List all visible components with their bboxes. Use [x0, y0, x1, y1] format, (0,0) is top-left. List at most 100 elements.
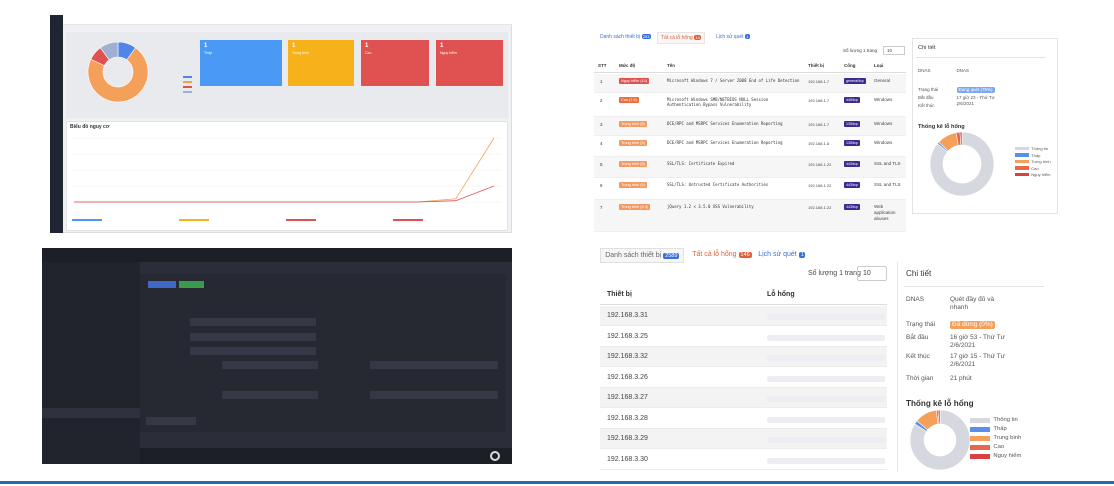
column-header: STT	[598, 63, 607, 68]
detail-value: Quét đầy đủ và nhanh	[950, 296, 995, 311]
device-ip: 192.168.1.7	[808, 79, 830, 84]
column-header: Mức độ	[619, 63, 636, 68]
dark-input	[190, 347, 316, 355]
vuln-name: Microsoft Windows 7 / Server 2008 End of…	[667, 78, 800, 83]
tab[interactable]: Tất cả lỗ hổng 14	[657, 32, 706, 44]
vuln-name: jQuery 1.2 < 3.5.0 XSS Vulnerability	[667, 204, 754, 209]
legend-label: Thông tin	[1031, 146, 1049, 151]
legend-swatch	[1015, 159, 1029, 164]
device-ip: 192.168.3.25	[607, 332, 648, 340]
device-ip: 192.168.3.29	[607, 435, 648, 442]
legend-swatch	[1015, 153, 1029, 157]
legend-label: Cao	[993, 444, 1005, 450]
dark-select	[370, 391, 498, 399]
table-row	[600, 367, 887, 388]
severity-badge: Trung bình (5)	[619, 140, 647, 146]
tab-label[interactable]: Lịch sử quét	[758, 250, 797, 258]
tab[interactable]: Tất cả lỗ hổng 146	[688, 248, 756, 261]
port-badge: 135/tcp	[844, 121, 860, 127]
page-size-select[interactable]: 10	[857, 266, 887, 281]
device-detail-box	[897, 262, 1059, 472]
tab-label[interactable]: Tất cả lỗ hổng	[661, 35, 693, 41]
stats-title: Thống kê lỗ hổng	[918, 124, 965, 130]
detail-value: DNAS	[956, 68, 970, 73]
row-index: 1	[600, 79, 603, 84]
detail-label: DNAS	[906, 296, 925, 303]
vuln-type: Windows	[874, 140, 893, 145]
tab-badge: 253	[641, 34, 651, 39]
tab-label[interactable]: Danh sách thiết bị	[605, 251, 662, 259]
legend-swatch	[1015, 172, 1029, 177]
port-badge: 443/tcp	[844, 204, 860, 210]
vuln-type: Web application abuses	[874, 204, 896, 221]
card-legend-line	[393, 219, 423, 221]
legend-label: Trung bình	[1031, 159, 1051, 164]
vuln-placeholder	[767, 375, 885, 382]
legend-label: Nguy hiểm	[1031, 172, 1051, 177]
legend-swatch	[1015, 166, 1029, 170]
detail-label: Kết thúc	[906, 353, 930, 360]
detail-title: Chi tiết	[906, 269, 932, 278]
table-row	[594, 178, 906, 200]
column-header: Thiết bị	[607, 291, 632, 298]
column-header: Thiết bị	[808, 63, 824, 68]
detail-value: Đang quét (75%)	[956, 87, 995, 93]
legend-swatch	[970, 418, 990, 424]
table-row	[594, 74, 906, 93]
chart-title: Biểu đồ nguy cơ	[70, 124, 110, 130]
dark-select	[222, 391, 318, 399]
dark-footer	[140, 448, 512, 464]
device-ip: 192.168.3.31	[607, 312, 648, 319]
tab[interactable]: Lịch sử quét 1	[754, 248, 810, 261]
dark-header	[42, 248, 512, 262]
page-size-select[interactable]: 10	[883, 46, 905, 55]
row-index: 2	[600, 98, 603, 103]
dark-button	[148, 281, 176, 288]
table-row	[600, 449, 887, 470]
vuln-name: Microsoft Windows SMB/NETBIOS NULL Sessi…	[667, 97, 769, 107]
table-row	[594, 157, 906, 178]
legend-swatch	[970, 436, 990, 442]
detail-label: Bắt đầu	[918, 95, 934, 100]
detail-value: 16 giờ 53 - Thứ Tư 2/6/2021	[950, 334, 1005, 349]
header-rule	[594, 72, 906, 73]
tab[interactable]: Danh sách thiết bị 253	[597, 32, 654, 42]
legend-swatch	[970, 427, 990, 433]
dark-sidebar	[42, 262, 140, 464]
vuln-type: Windows	[874, 97, 893, 102]
vuln-name: SSL/TLS: Untrusted Certificate Authoriti…	[667, 182, 769, 187]
detail-title: Chi tiết	[918, 45, 936, 51]
dark-select	[370, 361, 498, 369]
dark-sidebar-active	[42, 408, 140, 418]
legend-label: Thấp	[993, 426, 1007, 432]
vuln-name: DCE/RPC and MSRPC Services Enumeration R…	[667, 140, 783, 145]
tab[interactable]: Lịch sử quét 1	[713, 32, 753, 42]
severity-badge: Trung bình (5)	[619, 161, 647, 167]
detail-value: -	[956, 103, 959, 108]
port-badge: general/tcp	[844, 78, 866, 84]
detail-value: 17 giờ 15 - Thứ Tư 2/6/2021	[950, 353, 1005, 368]
tab-label[interactable]: Danh sách thiết bị	[600, 34, 641, 40]
legend-swatch	[970, 454, 990, 460]
tab-badge: 1	[745, 34, 750, 39]
card-count: 1	[440, 43, 444, 49]
tab-badge: 14	[694, 35, 702, 40]
vuln-name: SSL/TLS: Certificate Expired	[667, 161, 735, 166]
vuln-placeholder	[767, 416, 885, 423]
table-row	[594, 117, 906, 136]
detail-value: 21 phút	[950, 375, 972, 382]
vuln-placeholder	[767, 437, 885, 443]
tab-label[interactable]: Tất cả lỗ hổng	[692, 250, 737, 258]
dark-button	[179, 281, 204, 288]
legend-label: Thấp	[1031, 152, 1041, 158]
card-label: Cao	[365, 51, 372, 55]
dark-input	[190, 318, 316, 326]
severity-badge: Trung bình (5)	[619, 121, 647, 127]
risk-card	[200, 40, 282, 86]
tab[interactable]: Danh sách thiết bị 2589	[600, 248, 685, 263]
device-ip: 192.168.1.22	[808, 162, 832, 167]
card-count: 1	[292, 43, 296, 49]
vuln-placeholder	[767, 314, 885, 320]
column-header: Tên	[667, 63, 676, 68]
tab-label[interactable]: Lịch sử quét	[716, 34, 744, 40]
